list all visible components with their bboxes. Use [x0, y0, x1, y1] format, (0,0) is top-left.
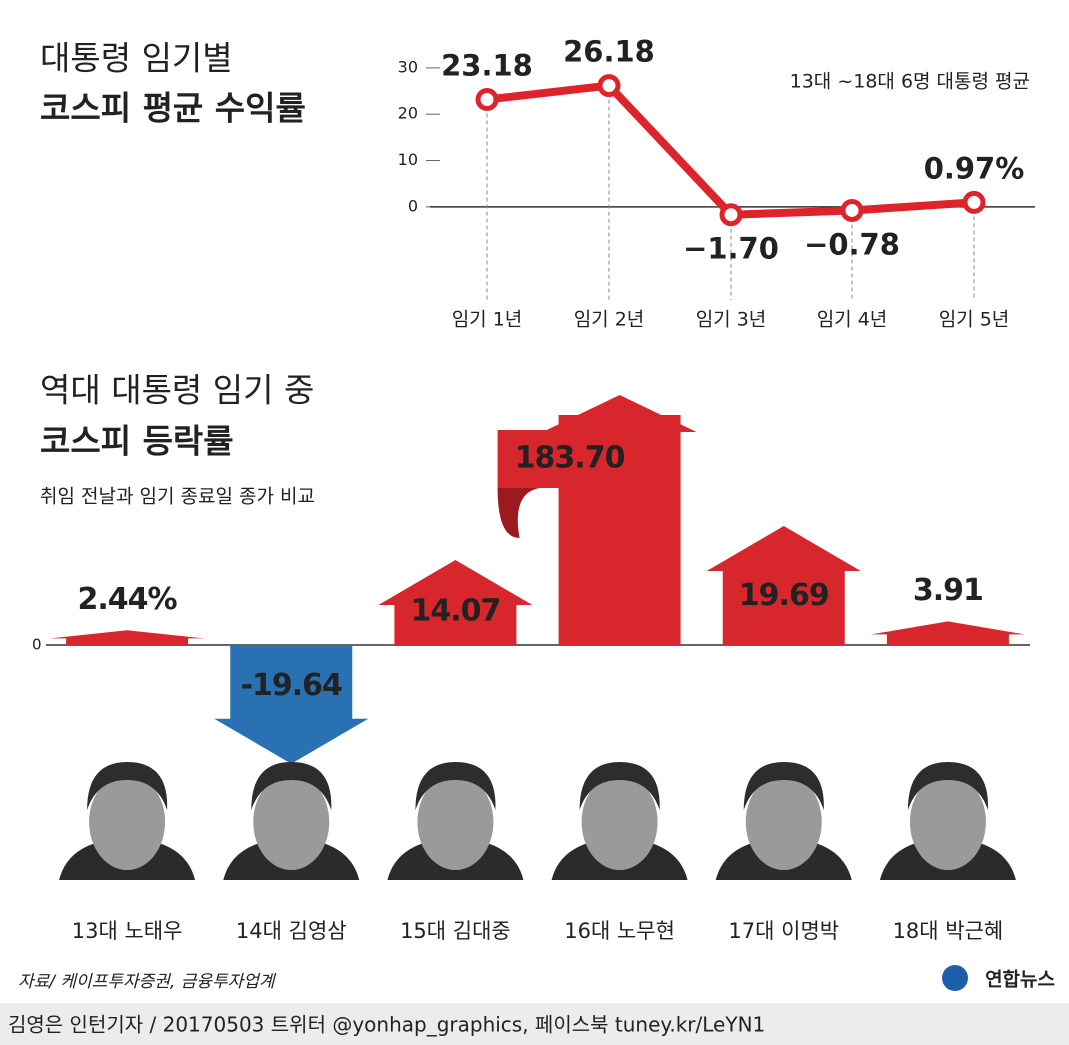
value-label: −1.70 [683, 232, 779, 266]
fold-ribbon [497, 488, 540, 538]
value-label: 183.70 [515, 441, 625, 476]
fold-top [497, 430, 620, 488]
point [962, 190, 986, 214]
chart-subtitle: 코스피 평균 수익률 [40, 89, 306, 128]
portrait-head [581, 774, 658, 870]
x-tick-label: 14대 김영삼 [236, 919, 347, 943]
x-tick-label: 18대 박근혜 [893, 919, 1004, 943]
logo: 연합뉴스 [985, 969, 1055, 991]
value-label: −0.78 [804, 227, 900, 261]
value-label: 14.07 [410, 593, 500, 628]
y-tick-label: 20 [398, 104, 418, 123]
x-tick-label: 17대 이명박 [728, 919, 839, 943]
portrait-hair [87, 762, 168, 810]
chart-title: 역대 대통령 임기 중 [40, 371, 314, 410]
point [597, 74, 621, 98]
point [475, 87, 499, 111]
x-tick-label: 임기 1년 [452, 309, 523, 331]
y-tick-label: 30 [398, 57, 418, 76]
y-tick-label: 0 [408, 196, 418, 215]
value-label: 26.18 [563, 35, 655, 69]
chart-note: 취임 전날과 임기 종료일 종가 비교 [40, 486, 315, 508]
portrait-hair [743, 762, 824, 810]
chart-subtitle: 코스피 등락률 [40, 422, 234, 461]
portrait-head [417, 774, 494, 870]
y-tick-label: 10 [398, 150, 418, 169]
portrait-head [909, 774, 986, 870]
value-label: 19.69 [739, 578, 829, 613]
y-tick-label: 0 [32, 636, 42, 654]
portrait-head [745, 774, 822, 870]
value-label: 3.91 [913, 573, 983, 608]
value-label: 0.97% [924, 151, 1025, 185]
chart-title: 대통령 임기별 [40, 39, 233, 78]
x-tick-label: 임기 3년 [696, 309, 767, 331]
value-label: 23.18 [441, 48, 533, 82]
bar [50, 630, 205, 646]
footer-bar [0, 1003, 1069, 1045]
value-label: 2.44% [78, 582, 178, 617]
portrait-hair [579, 762, 660, 810]
fold-roof [542, 395, 697, 432]
portrait-hair [251, 762, 332, 810]
x-tick-label: 15대 김대중 [400, 919, 511, 943]
bar [870, 621, 1025, 646]
chart-note: 13대 ~18대 6명 대통령 평균 [790, 71, 1030, 93]
bar [378, 560, 533, 646]
source: 자료/ 케이프투자증권, 금융투자업계 [18, 972, 277, 992]
bar [214, 645, 369, 764]
x-tick-label: 16대 노무현 [564, 919, 675, 943]
portrait-hair [415, 762, 496, 810]
value-label: -19.64 [241, 668, 342, 703]
bar [706, 526, 861, 646]
point [840, 198, 864, 222]
x-tick-label: 13대 노태우 [72, 919, 183, 943]
logo-icon [942, 965, 968, 991]
credit: 김영은 인턴기자 / 20170503 트위터 @yonhap_graphics… [8, 1013, 765, 1037]
point [719, 203, 743, 227]
portrait-head [89, 774, 166, 870]
x-tick-label: 임기 4년 [817, 309, 888, 331]
x-tick-label: 임기 2년 [574, 309, 645, 331]
x-tick-label: 임기 5년 [939, 309, 1010, 331]
portrait-head [253, 774, 330, 870]
portrait-hair [907, 762, 989, 810]
